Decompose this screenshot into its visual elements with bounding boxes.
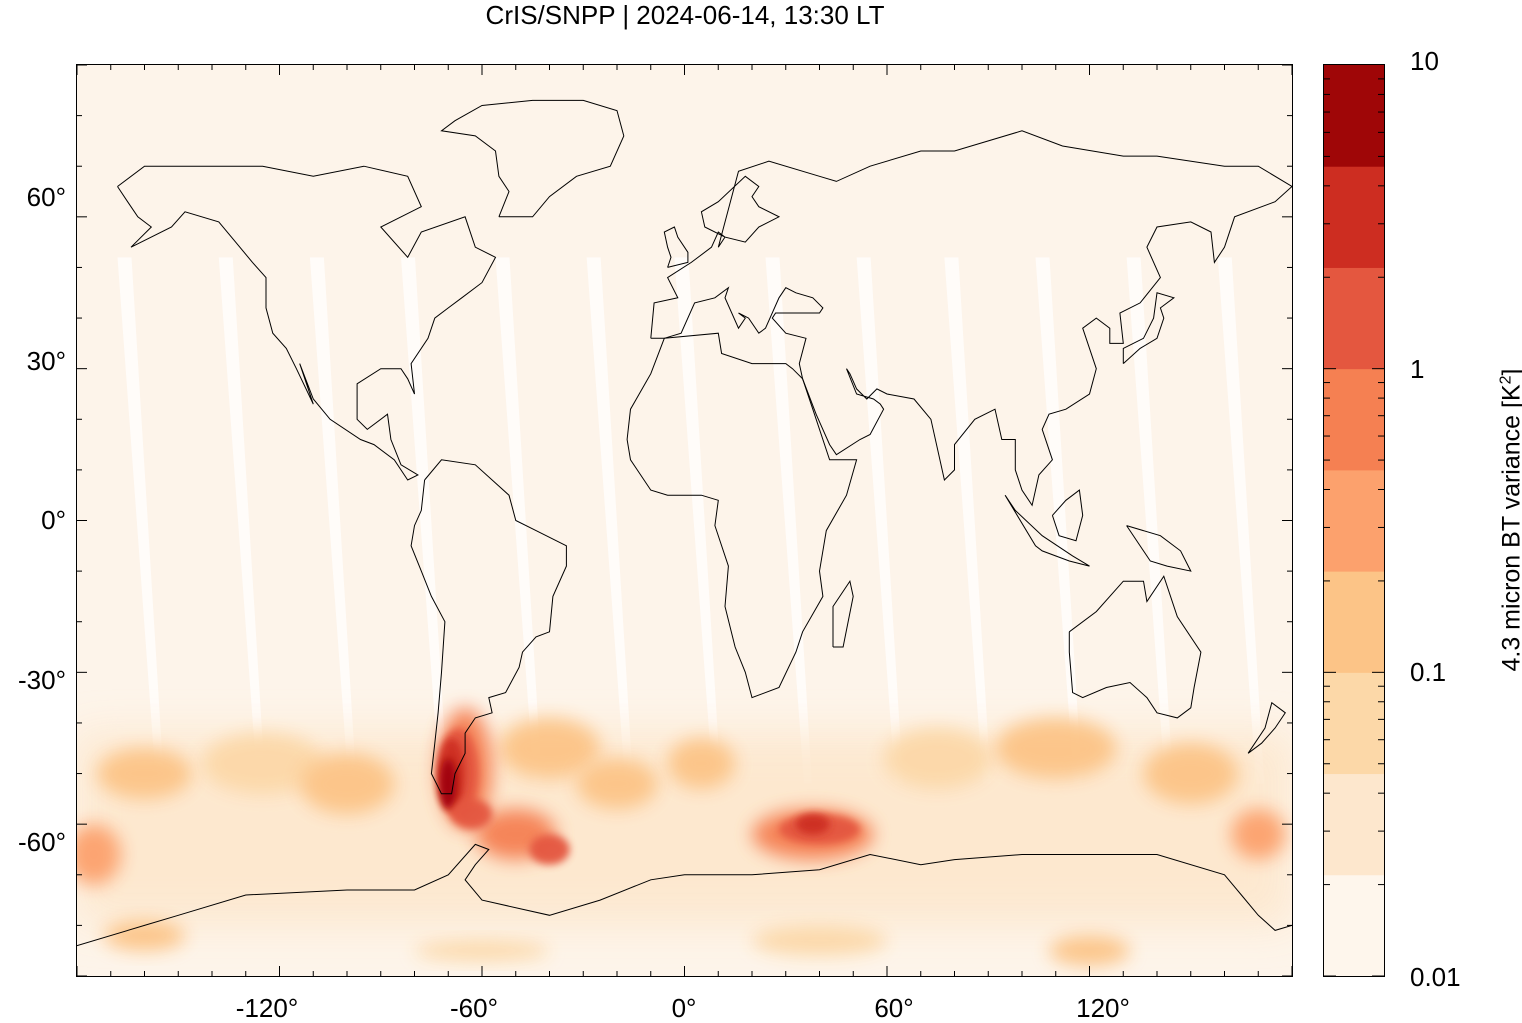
colorbar-level <box>1324 469 1384 572</box>
variance-hotspot <box>576 758 658 809</box>
ytick-label-0: 0° <box>41 505 66 535</box>
orbit-gap-swath <box>495 257 542 784</box>
variance-hotspot <box>97 748 192 799</box>
map-svg <box>77 65 1292 976</box>
australia-coast <box>1068 575 1202 719</box>
variance-hotspot <box>299 753 395 815</box>
orbit-gap-swaths <box>117 257 1265 784</box>
africa-coast <box>626 332 858 699</box>
ytick-label-30S: -30° <box>18 665 66 695</box>
indonesia-coast <box>1004 494 1090 567</box>
colorbar-level <box>1324 672 1384 775</box>
orbit-gap-swath <box>309 257 357 784</box>
orbit-gap-swath <box>218 257 266 784</box>
colorbar-title: 4.3 micron BT variance [K2] <box>1497 368 1522 672</box>
colorbar-tick-0.1: 0.1 <box>1410 657 1447 687</box>
variance-hotspot <box>439 758 457 809</box>
orbit-gap-swath <box>117 257 164 784</box>
map-plot-area[interactable] <box>76 64 1293 977</box>
orbit-gap-swath <box>586 257 634 784</box>
colorbar <box>1323 64 1385 977</box>
orbit-gap-swath <box>674 257 721 784</box>
north-america-coast <box>117 165 497 481</box>
ytick-label-30N: 30° <box>26 346 66 376</box>
variance-hotspot <box>1231 808 1286 860</box>
xtick-label-60E: 60° <box>874 993 914 1023</box>
orbit-gap-swath <box>1217 257 1265 784</box>
new-zealand-coast <box>1247 701 1286 754</box>
variance-hotspot <box>995 717 1117 779</box>
ytick-label-60N: 60° <box>26 182 66 212</box>
orbit-gap-swath <box>765 257 812 784</box>
variance-hotspot <box>498 717 601 779</box>
colorbar-svg <box>1324 65 1384 976</box>
variance-hotspot <box>1049 935 1130 966</box>
xtick-label-120W: -120° <box>235 993 299 1023</box>
colorbar-tick-0.01: 0.01 <box>1410 962 1461 992</box>
colorbar-level <box>1324 874 1384 976</box>
xtick-label-60W: -60° <box>450 993 498 1023</box>
madagascar-coast <box>832 579 854 648</box>
japan-coast <box>1122 292 1175 364</box>
colorbar-level <box>1324 166 1384 268</box>
orbit-gap-swath <box>1035 257 1082 784</box>
colorbar-level <box>1324 267 1384 370</box>
borneo-coast <box>1051 489 1084 542</box>
colorbar-level <box>1324 65 1384 167</box>
colorbar-level <box>1324 571 1384 673</box>
axis-ticks <box>77 65 1292 976</box>
xtick-label-120E: 120° <box>1076 993 1130 1023</box>
colorbar-tick-10: 10 <box>1410 46 1439 76</box>
britain-coast <box>663 226 689 268</box>
variance-hotspot <box>795 814 830 835</box>
colorbar-level <box>1324 773 1384 876</box>
variance-hotspot <box>77 824 121 885</box>
colorbar-tick-1: 1 <box>1410 354 1425 384</box>
variance-hotspot <box>201 733 324 794</box>
variance-field <box>77 707 1292 966</box>
antarctica-coast <box>77 843 1292 947</box>
ytick-label-60S: -60° <box>18 827 66 857</box>
orbit-gap-swath <box>944 257 991 784</box>
variance-hotspot <box>883 728 992 789</box>
xtick-label-0: 0° <box>671 993 697 1023</box>
orbit-gap-swath <box>856 257 904 784</box>
colorbar-level <box>1324 368 1384 471</box>
variance-hotspot <box>1143 743 1238 804</box>
variance-hotspot <box>529 834 570 865</box>
new-guinea-coast <box>1126 525 1192 572</box>
variance-hotspot <box>104 920 185 951</box>
variance-hotspot <box>667 738 736 789</box>
variance-hotspot <box>414 940 550 961</box>
eurasia-coast <box>650 130 1292 507</box>
variance-hotspot <box>451 798 493 830</box>
coastlines <box>77 99 1292 947</box>
orbit-gap-swath <box>1126 257 1174 784</box>
variance-hotspot <box>752 925 887 956</box>
chart-title: CrIS/SNPP | 2024-06-14, 13:30 LT <box>485 0 885 30</box>
south-america-coast <box>410 459 567 795</box>
greenland-coast <box>440 99 625 218</box>
